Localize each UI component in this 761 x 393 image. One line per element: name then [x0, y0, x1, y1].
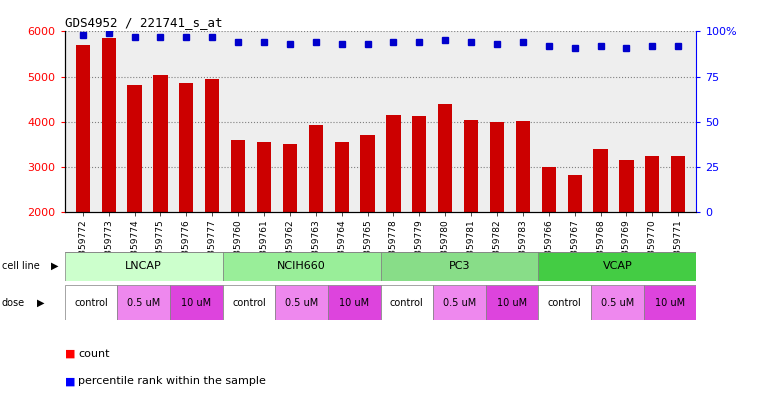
Bar: [619, 160, 634, 303]
Text: NCIH660: NCIH660: [277, 261, 326, 271]
Text: 10 uM: 10 uM: [339, 298, 369, 308]
Bar: [486, 285, 539, 320]
Bar: [542, 167, 556, 303]
Bar: [101, 38, 116, 303]
Bar: [127, 85, 142, 303]
Text: VCAP: VCAP: [603, 261, 632, 271]
Text: dose: dose: [2, 298, 24, 308]
Bar: [309, 125, 323, 303]
Text: ▶: ▶: [51, 261, 59, 271]
Text: GDS4952 / 221741_s_at: GDS4952 / 221741_s_at: [65, 16, 222, 29]
Text: 0.5 uM: 0.5 uM: [600, 298, 634, 308]
Bar: [75, 45, 90, 303]
Bar: [205, 79, 219, 303]
Text: cell line: cell line: [2, 261, 40, 271]
Bar: [361, 135, 374, 303]
Bar: [645, 156, 660, 303]
Text: control: control: [548, 298, 581, 308]
Text: PC3: PC3: [449, 261, 470, 271]
Bar: [594, 149, 607, 303]
Bar: [223, 252, 380, 281]
Bar: [539, 285, 591, 320]
Bar: [328, 285, 380, 320]
Bar: [438, 104, 452, 303]
Text: ■: ■: [65, 376, 75, 386]
Text: 0.5 uM: 0.5 uM: [127, 298, 161, 308]
Text: control: control: [232, 298, 266, 308]
Bar: [257, 142, 271, 303]
Text: LNCAP: LNCAP: [126, 261, 162, 271]
Bar: [231, 140, 245, 303]
Bar: [275, 285, 328, 320]
Bar: [539, 252, 696, 281]
Bar: [170, 285, 223, 320]
Text: 10 uM: 10 uM: [655, 298, 685, 308]
Bar: [644, 285, 696, 320]
Text: ■: ■: [65, 349, 75, 359]
Bar: [154, 75, 167, 303]
Bar: [117, 285, 170, 320]
Bar: [671, 156, 686, 303]
Bar: [433, 285, 486, 320]
Bar: [412, 116, 426, 303]
Bar: [464, 119, 478, 303]
Bar: [387, 115, 400, 303]
Text: 0.5 uM: 0.5 uM: [285, 298, 318, 308]
Bar: [568, 175, 581, 303]
Text: 10 uM: 10 uM: [181, 298, 212, 308]
Bar: [591, 285, 644, 320]
Text: 10 uM: 10 uM: [497, 298, 527, 308]
Bar: [283, 144, 297, 303]
Bar: [180, 83, 193, 303]
Bar: [65, 285, 117, 320]
Text: ▶: ▶: [37, 298, 44, 308]
Bar: [335, 142, 349, 303]
Text: control: control: [74, 298, 108, 308]
Text: count: count: [78, 349, 110, 359]
Text: control: control: [390, 298, 424, 308]
Bar: [65, 252, 223, 281]
Bar: [380, 285, 433, 320]
Bar: [490, 122, 504, 303]
Bar: [223, 285, 275, 320]
Bar: [380, 252, 539, 281]
Text: 0.5 uM: 0.5 uM: [443, 298, 476, 308]
Text: percentile rank within the sample: percentile rank within the sample: [78, 376, 266, 386]
Bar: [516, 121, 530, 303]
